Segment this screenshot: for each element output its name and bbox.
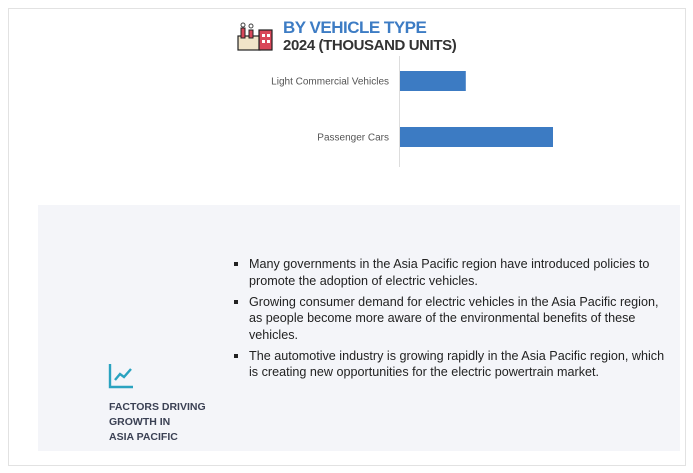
chart-title: BY VEHICLE TYPE [283,18,427,37]
category-label: Passenger Cars [317,133,389,144]
trend-chart-icon [108,364,133,389]
bar-chart: Light Commercial Vehicles Passenger Cars [271,56,553,167]
factors-panel [38,205,680,451]
factors-heading-line: FACTORS DRIVING [109,401,206,413]
factor-item: Many governments in the Asia Pacific reg… [231,256,671,289]
bar [400,127,553,147]
bar [400,71,466,91]
infographic-frame [8,8,686,466]
factory-icon [237,22,273,51]
factors-heading: FACTORS DRIVING GROWTH IN ASIA PACIFIC [109,400,229,445]
category-label: Light Commercial Vehicles [271,77,389,88]
factor-item: The automotive industry is growing rapid… [231,348,671,381]
factors-list: Many governments in the Asia Pacific reg… [231,256,671,385]
factor-item: Growing consumer demand for electric veh… [231,294,671,344]
chart-subtitle: 2024 (THOUSAND UNITS) [283,37,457,54]
factors-heading-line: GROWTH IN [109,416,171,428]
factors-heading-line: ASIA PACIFIC [109,431,178,443]
